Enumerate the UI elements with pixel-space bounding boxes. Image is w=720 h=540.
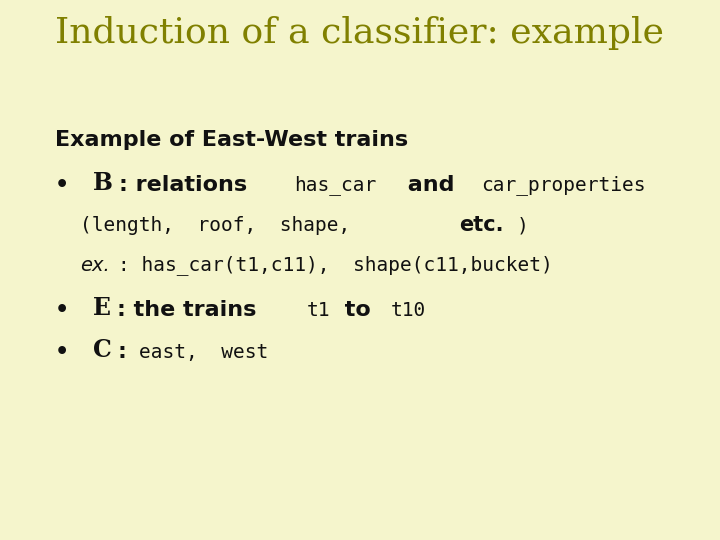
- Text: Induction of a classifier: example: Induction of a classifier: example: [55, 16, 664, 50]
- Text: t1: t1: [307, 301, 330, 320]
- Text: B: B: [94, 171, 113, 195]
- Text: :: :: [117, 342, 134, 362]
- Text: and: and: [400, 175, 463, 195]
- Text: ex.: ex.: [80, 256, 109, 275]
- Text: : relations: : relations: [119, 175, 255, 195]
- Text: Example of East-West trains: Example of East-West trains: [55, 130, 408, 150]
- Text: : the trains: : the trains: [117, 300, 264, 320]
- Text: t10: t10: [390, 301, 426, 320]
- Text: etc.: etc.: [459, 215, 503, 235]
- Text: E: E: [94, 296, 112, 320]
- Text: •: •: [55, 342, 85, 362]
- Text: east,  west: east, west: [139, 343, 269, 362]
- Text: : has_car(t1,c11),  shape(c11,bucket): : has_car(t1,c11), shape(c11,bucket): [118, 255, 553, 275]
- Text: ): ): [516, 216, 528, 235]
- Text: •: •: [55, 300, 85, 320]
- Text: to: to: [337, 300, 378, 320]
- Text: (length,  roof,  shape,: (length, roof, shape,: [80, 216, 374, 235]
- Text: has_car: has_car: [294, 175, 377, 195]
- Text: car_properties: car_properties: [481, 175, 645, 195]
- Text: •: •: [55, 175, 85, 195]
- Text: C: C: [94, 338, 112, 362]
